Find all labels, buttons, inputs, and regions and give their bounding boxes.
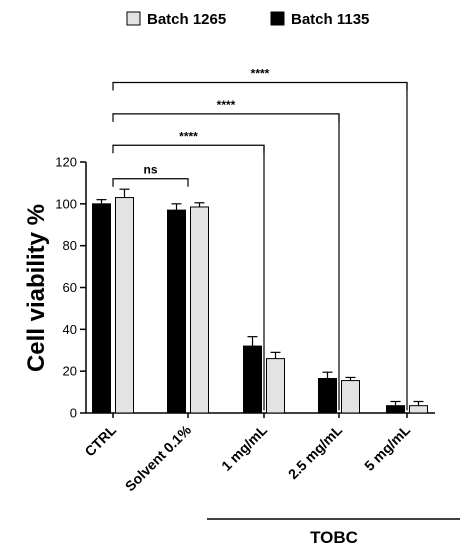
significance-label: **** [179,129,198,143]
x-tick-label: 2.5 mg/mL [285,421,346,482]
significance-bracket [112,144,265,154]
y-axis-label: Cell viability % [23,204,50,372]
legend: Batch 1265 Batch 1135 [126,11,369,28]
x-tick-label: CTRL [81,421,119,459]
y-tick-label: 20 [63,364,77,379]
legend-entry: Batch 1135 [291,11,369,28]
y-tick-label: 120 [55,155,77,170]
legend-swatch [126,11,141,26]
significance-bracket [112,81,408,91]
group-label: TOBC [310,528,358,547]
y-tick-label: 80 [63,238,77,253]
y-tick-label: 60 [63,280,77,295]
bar-batch-1265 [190,206,209,414]
bar-batch-1265 [409,405,428,414]
plot-area: 0 20 40 60 80 100 120 CTRL Solvent 0.1% 1 mg/mL 2.… [55,67,460,547]
significance-bracket [112,178,189,187]
bar-batch-1265 [115,197,134,414]
bar-batch-1135 [167,209,186,414]
legend-swatch [270,11,285,26]
bar-batch-1135 [318,377,337,414]
bar-batch-1135 [92,203,111,414]
significance-label: ns [143,163,157,177]
significance-label: **** [251,67,270,81]
significance-label: **** [217,98,236,112]
bar-batch-1265 [266,358,285,414]
bar-batch-1135 [243,345,262,414]
legend-entry: Batch 1265 [147,11,226,28]
y-tick-label: 0 [70,406,77,421]
x-tick-label: 5 mg/mL [361,421,413,473]
y-tick-label: 100 [55,196,77,211]
bar-batch-1135 [386,405,405,414]
x-tick-label: 1 mg/mL [218,421,270,473]
significance-bracket [112,113,340,122]
x-tick-label: Solvent 0.1% [122,421,195,494]
bar-batch-1265 [341,380,360,414]
y-tick-label: 40 [63,322,77,337]
